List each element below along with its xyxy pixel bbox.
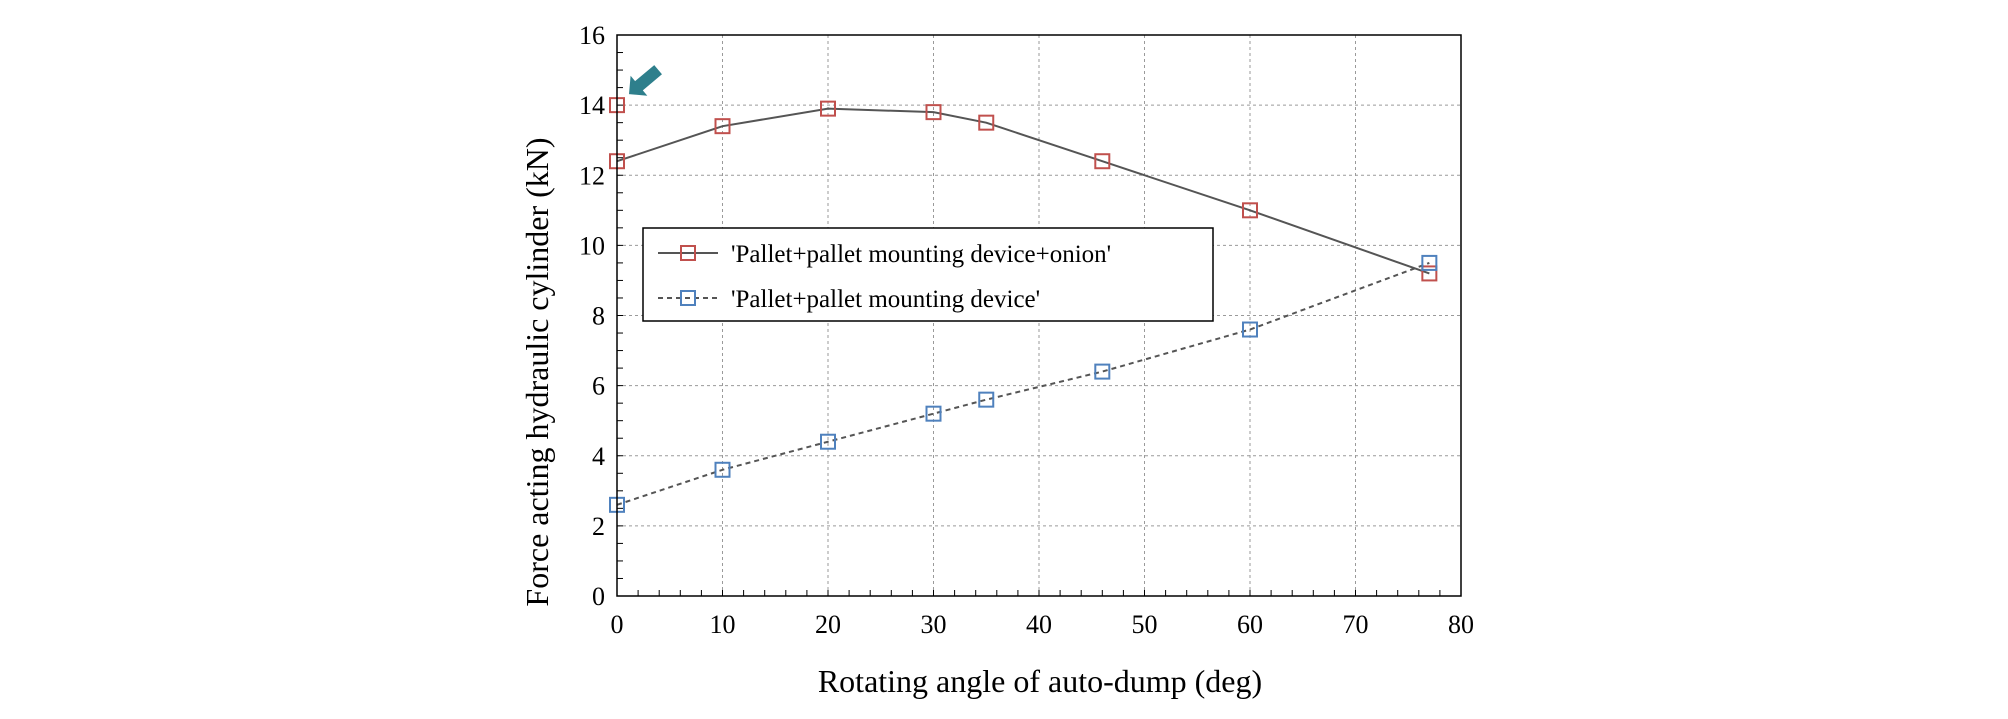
y-tick-label: 10 [579,231,605,260]
x-tick-label: 20 [815,610,841,639]
x-tick-label: 40 [1026,610,1052,639]
y-tick-label: 4 [592,442,605,471]
plot-area-frame [616,34,1462,597]
legend-marker-series-1 [680,245,696,261]
series-1-point [1242,202,1258,219]
series-2-point [1094,363,1111,380]
series-2-point [1242,321,1258,338]
series-2-point [820,433,836,450]
x-axis-title: Rotating angle of auto-dump (deg) [818,663,1262,699]
series-1-point [820,100,836,117]
series-1-point [1421,265,1438,282]
legend-box [642,227,1214,322]
y-tick-label: 2 [592,512,605,541]
x-tick-label: 70 [1343,610,1369,639]
series-2-point [978,391,995,408]
series-1-point [714,118,731,135]
y-tick-label: 8 [592,302,605,331]
x-tick-label: 30 [921,610,947,639]
annotations [629,65,662,96]
legend-marker-series-2 [680,290,696,306]
y-axis-title: Force acting hydraulic cylinder (kN) [519,137,555,606]
x-tick-label: 80 [1448,610,1474,639]
y-tick-label: 6 [592,372,605,401]
series-1-point [1094,153,1111,170]
y-tick-label: 14 [579,91,605,120]
x-tick-label: 50 [1132,610,1158,639]
series-2-point [925,405,942,422]
y-tick-label: 12 [579,161,605,190]
series-1-point [978,114,995,131]
x-tick-label: 60 [1237,610,1263,639]
ticks: 0 10 20 30 40 50 60 70 80 0 2 4 6 8 10 12 14 16 [579,21,1474,639]
legend-label-series-2: 'Pallet+pallet mounting device' [731,286,1040,313]
x-tick-label: 0 [611,610,624,639]
y-tick-label: 16 [579,21,605,50]
series-layer [609,97,1438,513]
series-2-line [616,261,1430,506]
legend-label-series-1: 'Pallet+pallet mounting device+onion' [731,241,1111,268]
annotation-arrow-icon [629,65,662,96]
series-2-point [714,461,731,478]
series-2-point [1421,254,1438,271]
legend: 'Pallet+pallet mounting device+onion' 'P… [642,227,1214,322]
series-1-line [616,107,1430,275]
y-tick-label: 0 [592,582,605,611]
series-1-point [925,104,942,121]
x-tick-label: 10 [710,610,736,639]
